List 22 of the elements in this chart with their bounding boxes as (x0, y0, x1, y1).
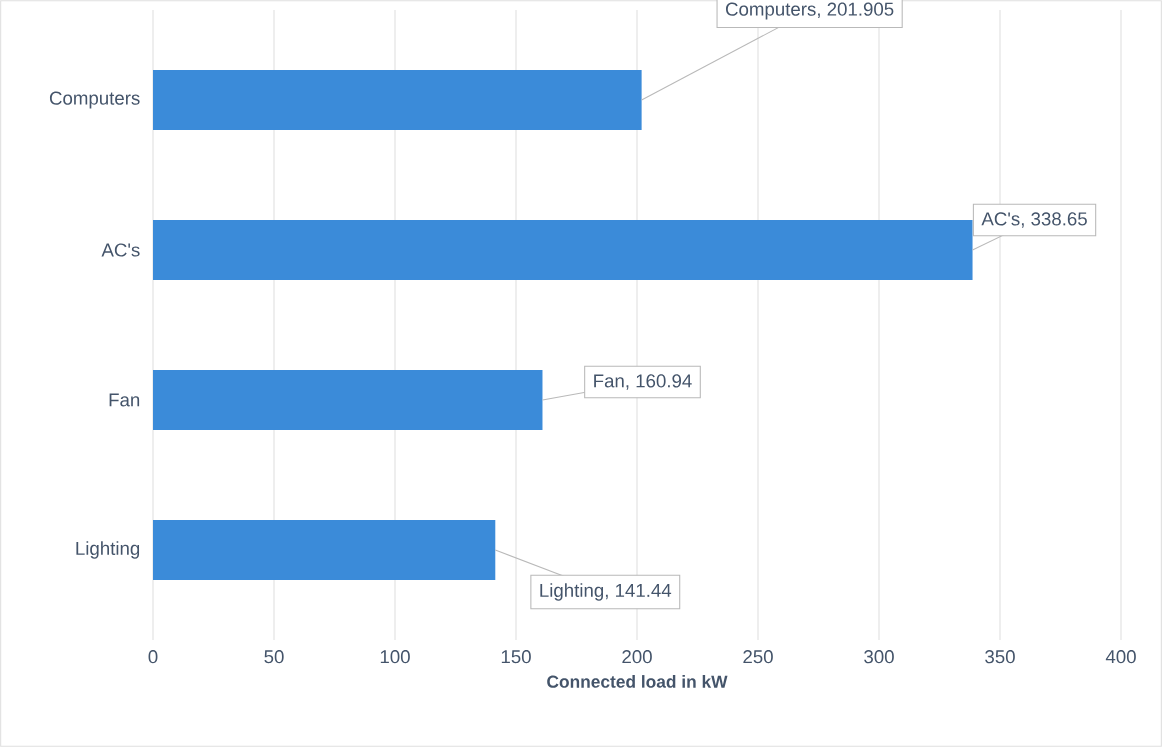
data-label: Computers, 201.905 (725, 2, 894, 20)
bar (153, 520, 496, 581)
data-label: Fan, 160.94 (594, 374, 692, 390)
y-tick-label: Lighting (76, 541, 140, 559)
y-tick-label: Computers (49, 91, 140, 109)
x-tick-label: 400 (1105, 650, 1136, 664)
bar (153, 220, 973, 281)
x-tick-label: 350 (985, 650, 1015, 664)
x-tick-label: 300 (864, 650, 894, 664)
x-tick-label: 200 (622, 650, 652, 664)
x-tick-label: 100 (380, 650, 410, 664)
x-tick-label: 0 (148, 650, 158, 664)
x-tick-label: 150 (501, 650, 531, 664)
bar (153, 70, 642, 131)
data-label: AC's, 338.65 (981, 212, 1087, 228)
y-tick-label: Fan (109, 393, 140, 407)
x-axis-title: Connected load in kW (547, 675, 728, 688)
data-label: Lighting, 141.44 (540, 583, 672, 601)
x-tick-label: 50 (264, 650, 284, 664)
bar (153, 370, 543, 431)
y-tick-label: AC's (101, 243, 140, 257)
x-tick-label: 250 (743, 650, 773, 664)
